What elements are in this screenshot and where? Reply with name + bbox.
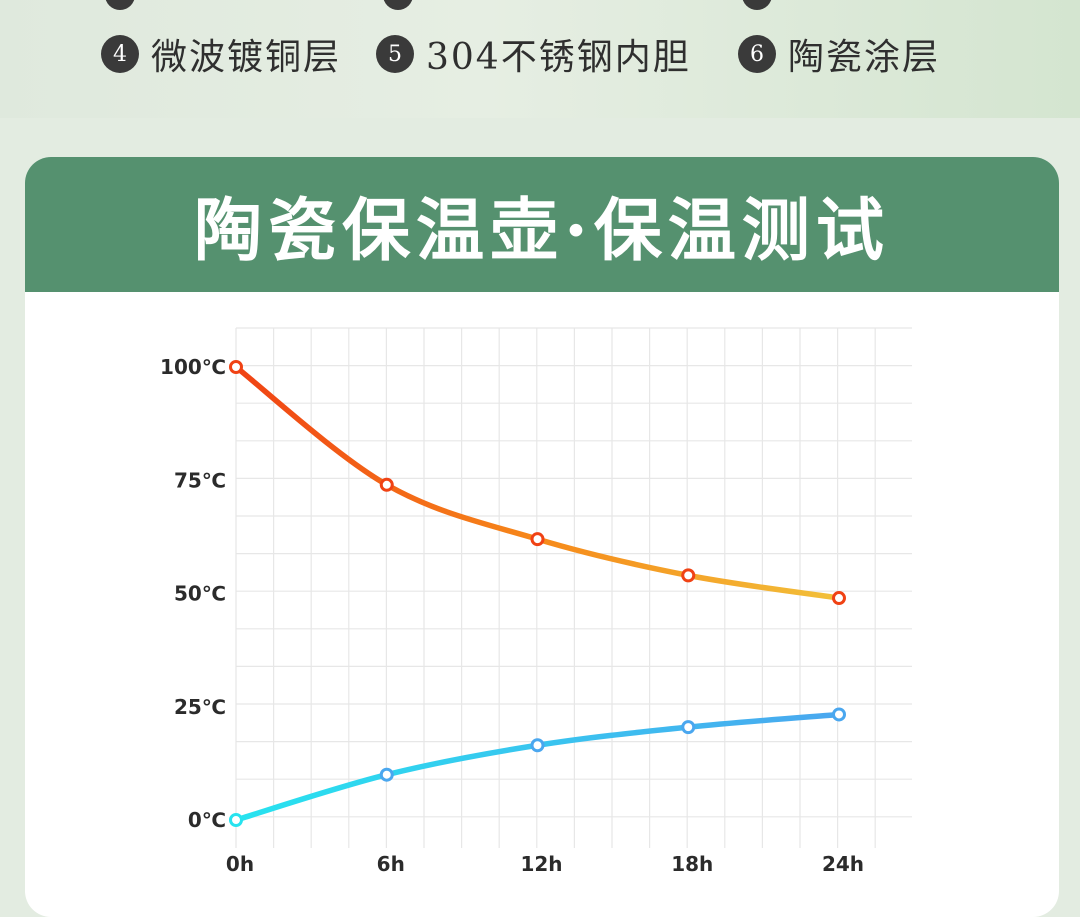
data-point-hot bbox=[530, 532, 545, 547]
y-tick-label: 50℃ bbox=[174, 582, 226, 606]
x-tick-label: 6h bbox=[377, 852, 405, 876]
x-tick-label: 18h bbox=[671, 852, 713, 876]
feature-label: 陶瓷涂层 bbox=[788, 37, 941, 78]
feature-item-steel: 5 304不锈钢内胆 bbox=[376, 32, 691, 78]
data-point-cold bbox=[681, 720, 696, 735]
partial-badge bbox=[742, 0, 772, 10]
data-point-hot bbox=[229, 360, 243, 374]
x-tick-label: 0h bbox=[226, 852, 254, 876]
temperature-chart: 0℃ 25℃ 50℃ 75℃ 100℃ 0h 6h 12h 18h 24h bbox=[160, 327, 912, 876]
feature-label: 微波镀铜层 bbox=[151, 37, 342, 78]
card-title: 陶瓷保温壶·保温测试 bbox=[194, 191, 890, 271]
data-point-cold bbox=[530, 738, 545, 753]
data-point-cold bbox=[229, 813, 243, 827]
data-point-cold bbox=[379, 767, 394, 782]
feature-item-ceramic: 6 陶瓷涂层 bbox=[738, 32, 940, 78]
feature-number-badge: 4 bbox=[101, 35, 139, 73]
x-axis: 0h 6h 12h 18h 24h bbox=[226, 852, 864, 876]
y-tick-label: 75℃ bbox=[174, 468, 226, 492]
x-tick-label: 24h bbox=[822, 852, 864, 876]
feature-label: 304不锈钢内胆 bbox=[426, 37, 691, 78]
data-point-hot bbox=[832, 591, 846, 606]
feature-banner: 4 微波镀铜层 5 304不锈钢内胆 6 陶瓷涂层 bbox=[0, 0, 1080, 118]
x-tick-label: 12h bbox=[520, 852, 562, 876]
data-point-hot bbox=[379, 477, 394, 492]
data-point-hot bbox=[681, 568, 696, 583]
data-point-cold bbox=[832, 707, 846, 722]
y-tick-label: 100℃ bbox=[160, 355, 226, 379]
y-tick-label: 25℃ bbox=[174, 695, 226, 719]
feature-item-copper: 4 微波镀铜层 bbox=[101, 32, 341, 78]
y-tick-label: 0℃ bbox=[188, 808, 226, 832]
series-line-hot bbox=[233, 364, 842, 601]
partial-badge bbox=[105, 0, 135, 10]
chart-points bbox=[229, 360, 846, 827]
series-line-cold bbox=[233, 711, 842, 823]
card-header: 陶瓷保温壶·保温测试 bbox=[25, 157, 1059, 292]
feature-number-badge: 5 bbox=[376, 35, 414, 73]
y-axis: 0℃ 25℃ 50℃ 75℃ 100℃ bbox=[160, 355, 226, 832]
chart-grid bbox=[235, 327, 912, 848]
partial-badge bbox=[383, 0, 413, 10]
feature-number-badge: 6 bbox=[738, 35, 776, 73]
